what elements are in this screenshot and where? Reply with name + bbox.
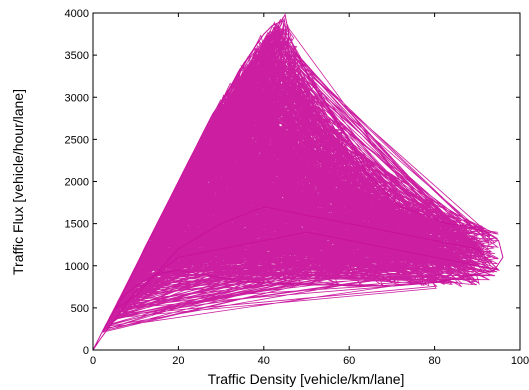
- series-layer: [92, 13, 504, 351]
- y-tick-label: 3000: [65, 92, 89, 104]
- y-tick-label: 3500: [65, 50, 89, 62]
- y-tick-label: 1000: [65, 261, 89, 273]
- y-tick-label: 4000: [65, 8, 89, 20]
- y-tick-label: 1500: [65, 219, 89, 231]
- x-tick-label: 20: [172, 355, 184, 367]
- y-tick-label: 2500: [65, 134, 89, 146]
- x-tick-label: 100: [511, 355, 529, 367]
- y-tick-label: 2000: [65, 177, 89, 189]
- x-axis-title: Traffic Density [vehicle/km/lane]: [208, 371, 405, 387]
- y-axis-ticks: 0 500 1000 1500 2000 2500 3000 3500 4000: [65, 8, 520, 357]
- series-trajectory: [101, 17, 500, 333]
- x-tick-label: 40: [258, 355, 270, 367]
- y-tick-label: 500: [71, 303, 89, 315]
- x-axis-ticks: 0 20 40 60 80 100: [90, 13, 529, 367]
- series-outline: [92, 13, 504, 351]
- y-tick-label: 0: [83, 345, 89, 357]
- x-tick-label: 0: [90, 355, 96, 367]
- y-axis-title: Traffic Flux [vehicle/hour/lane]: [10, 89, 26, 275]
- x-tick-label: 60: [343, 355, 355, 367]
- x-tick-label: 80: [428, 355, 440, 367]
